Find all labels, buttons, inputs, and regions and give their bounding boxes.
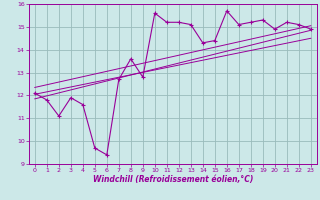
X-axis label: Windchill (Refroidissement éolien,°C): Windchill (Refroidissement éolien,°C) [92, 175, 253, 184]
